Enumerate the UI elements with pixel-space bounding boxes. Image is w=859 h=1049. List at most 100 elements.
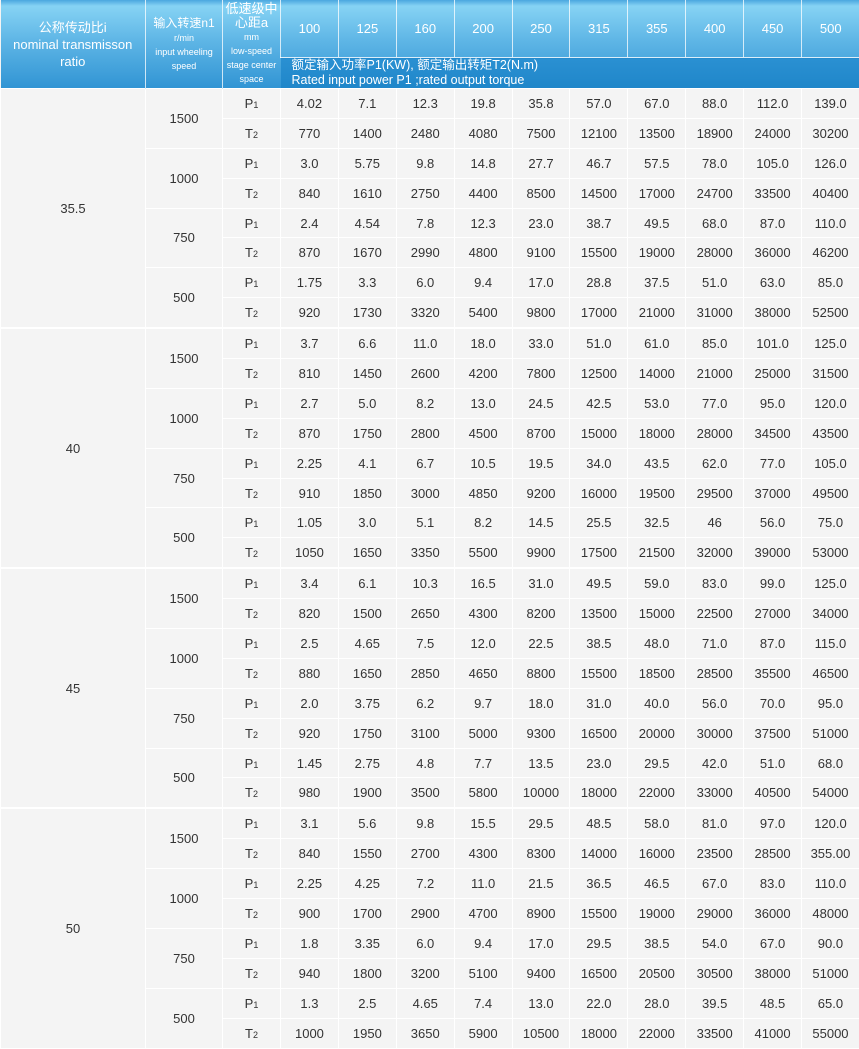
p1-value-cell: 39.5: [686, 988, 744, 1018]
p1-value-cell: 105.0: [744, 148, 802, 178]
t2-label: T2: [223, 718, 281, 748]
speed-cell: 1500: [146, 89, 223, 149]
t2-value-cell: 870: [281, 418, 339, 448]
p1-value-cell: 67.0: [686, 869, 744, 899]
t2-value-cell: 18000: [628, 418, 686, 448]
t2-value-cell: 46500: [802, 658, 859, 688]
t2-value-cell: 4400: [454, 178, 512, 208]
p1-label: P1: [223, 508, 281, 538]
t2-value-cell: 9400: [512, 958, 570, 988]
p1-value-cell: 71.0: [686, 629, 744, 659]
t2-value-cell: 39000: [744, 538, 802, 568]
p1-value-cell: 21.5: [512, 869, 570, 899]
size-header-160: 160: [396, 0, 454, 58]
p1-value-cell: 46.5: [628, 869, 686, 899]
p1-value-cell: 18.0: [454, 328, 512, 358]
t2-value-cell: 14500: [570, 178, 628, 208]
p1-value-cell: 1.05: [281, 508, 339, 538]
label-subscript: 2: [253, 910, 258, 920]
rated-header: 额定输入功率P1(KW), 额定输出转矩T2(N.m) Rated input …: [281, 58, 859, 89]
t2-value-cell: 25000: [744, 359, 802, 389]
label-subscript: 1: [253, 160, 258, 170]
ratio-header-en: nominal transmisson ratio: [1, 36, 146, 70]
center-header-cn: 低速级中心距a: [223, 2, 280, 30]
p1-value-cell: 105.0: [802, 448, 859, 478]
t2-value-cell: 8200: [512, 599, 570, 629]
t2-value-cell: 4300: [454, 839, 512, 869]
t2-value-cell: 46200: [802, 238, 859, 268]
t2-value-cell: 3500: [396, 778, 454, 808]
p1-value-cell: 46: [686, 508, 744, 538]
p1-value-cell: 2.25: [281, 448, 339, 478]
t2-value-cell: 33500: [686, 1018, 744, 1048]
p1-value-cell: 6.6: [338, 328, 396, 358]
t2-label: T2: [223, 839, 281, 869]
p1-value-cell: 81.0: [686, 808, 744, 838]
t2-value-cell: 5400: [454, 298, 512, 328]
p1-value-cell: 35.8: [512, 89, 570, 119]
t2-value-cell: 2650: [396, 599, 454, 629]
p1-value-cell: 3.0: [338, 508, 396, 538]
t2-value-cell: 4200: [454, 359, 512, 389]
t2-value-cell: 2750: [396, 178, 454, 208]
t2-value-cell: 12500: [570, 359, 628, 389]
speed-cell: 1500: [146, 328, 223, 388]
t2-value-cell: 17500: [570, 538, 628, 568]
label-subscript: 2: [253, 130, 258, 140]
t2-value-cell: 5100: [454, 958, 512, 988]
t2-value-cell: 870: [281, 238, 339, 268]
p1-value-cell: 2.75: [338, 748, 396, 778]
label-subscript: 2: [253, 370, 258, 380]
p1-value-cell: 7.5: [396, 629, 454, 659]
t2-value-cell: 35500: [744, 658, 802, 688]
ratio-header-cn: 公称传动比i: [1, 19, 146, 36]
p1-value-cell: 15.5: [454, 808, 512, 838]
t2-value-cell: 38000: [744, 298, 802, 328]
p1-value-cell: 13.0: [512, 988, 570, 1018]
t2-value-cell: 15000: [570, 418, 628, 448]
t2-label: T2: [223, 478, 281, 508]
p1-value-cell: 4.25: [338, 869, 396, 899]
p1-value-cell: 28.8: [570, 268, 628, 298]
label-subscript: 1: [253, 940, 258, 950]
t2-value-cell: 3200: [396, 958, 454, 988]
label-subscript: 1: [253, 400, 258, 410]
p1-value-cell: 27.7: [512, 148, 570, 178]
t2-value-cell: 20500: [628, 958, 686, 988]
t2-value-cell: 34000: [802, 599, 859, 629]
t2-value-cell: 43500: [802, 418, 859, 448]
center-header-en: low-speed stage center space: [223, 44, 280, 86]
p1-label: P1: [223, 808, 281, 838]
p1-label: P1: [223, 688, 281, 718]
p1-value-cell: 3.35: [338, 928, 396, 958]
p1-value-cell: 61.0: [628, 328, 686, 358]
p1-value-cell: 38.5: [628, 928, 686, 958]
label-letter: T: [245, 666, 253, 681]
t2-value-cell: 12100: [570, 118, 628, 148]
t2-value-cell: 3100: [396, 718, 454, 748]
p1-value-cell: 83.0: [744, 869, 802, 899]
label-subscript: 2: [253, 610, 258, 620]
p1-value-cell: 1.75: [281, 268, 339, 298]
p1-label: P1: [223, 748, 281, 778]
label-subscript: 1: [253, 1000, 258, 1010]
t2-value-cell: 2480: [396, 118, 454, 148]
t2-value-cell: 40500: [744, 778, 802, 808]
t2-label: T2: [223, 418, 281, 448]
p1-value-cell: 4.54: [338, 208, 396, 238]
t2-value-cell: 13500: [628, 118, 686, 148]
p1-label: P1: [223, 89, 281, 119]
p1-value-cell: 12.3: [396, 89, 454, 119]
t2-value-cell: 15500: [570, 658, 628, 688]
t2-value-cell: 980: [281, 778, 339, 808]
p1-value-cell: 22.0: [570, 988, 628, 1018]
p1-value-cell: 2.0: [281, 688, 339, 718]
t2-value-cell: 1850: [338, 478, 396, 508]
p1-value-cell: 88.0: [686, 89, 744, 119]
t2-value-cell: 17000: [628, 178, 686, 208]
t2-value-cell: 3650: [396, 1018, 454, 1048]
t2-label: T2: [223, 238, 281, 268]
t2-value-cell: 15000: [628, 599, 686, 629]
